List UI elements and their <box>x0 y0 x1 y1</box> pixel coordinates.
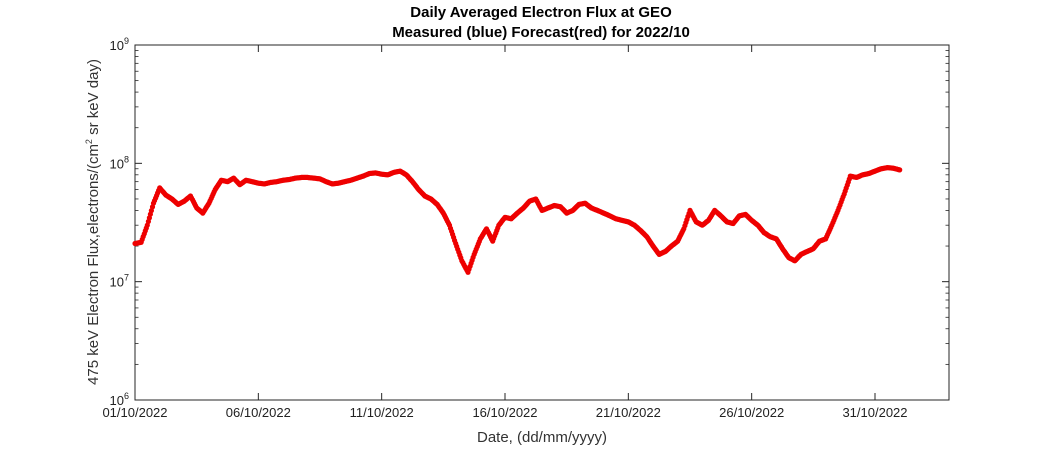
y-tick-base: 10 <box>110 156 124 171</box>
chart-subtitle: Measured (blue) Forecast(red) for 2022/1… <box>392 24 690 41</box>
y-tick-label: 108 <box>110 154 129 171</box>
y-tick-exponent: 6 <box>124 391 129 401</box>
y-tick-exponent: 9 <box>124 36 129 46</box>
x-tick-label: 11/10/2022 <box>350 405 414 420</box>
data-point <box>897 167 903 173</box>
y-axis-label-main: 475 keV Electron Flux,electrons/(cm <box>85 144 102 385</box>
x-tick-label: 16/10/2022 <box>472 405 537 420</box>
series-points <box>132 165 903 275</box>
y-tick-exponent: 8 <box>124 154 129 164</box>
x-tick-labels: 01/10/2022 06/10/2022 11/10/2022 16/10/2022… <box>102 405 907 420</box>
y-tick-label: 106 <box>110 391 129 408</box>
x-tick-label: 21/10/2022 <box>596 405 661 420</box>
x-tick-label: 06/10/2022 <box>226 405 291 420</box>
y-axis-label: 475 keV Electron Flux,electrons/(cm2 sr … <box>84 59 102 385</box>
y-tick-base: 10 <box>110 275 124 290</box>
y-axis-label-tail: sr keV day) <box>85 59 102 139</box>
y-tick-exponent: 7 <box>124 273 129 283</box>
chart-title: Daily Averaged Electron Flux at GEO <box>410 4 672 21</box>
y-tick-base: 10 <box>110 38 124 53</box>
x-axis-label: Date, (dd/mm/yyyy) <box>477 429 607 446</box>
axis-ticks <box>134 44 949 401</box>
y-axis-label-superscript: 2 <box>84 139 94 144</box>
plot-area-frame <box>134 44 950 401</box>
y-tick-label: 109 <box>110 36 129 53</box>
x-tick-label: 26/10/2022 <box>719 405 784 420</box>
y-tick-label: 107 <box>110 273 129 290</box>
y-tick-base: 10 <box>110 393 124 408</box>
x-tick-label: 01/10/2022 <box>102 405 167 420</box>
x-tick-label: 31/10/2022 <box>842 405 907 420</box>
